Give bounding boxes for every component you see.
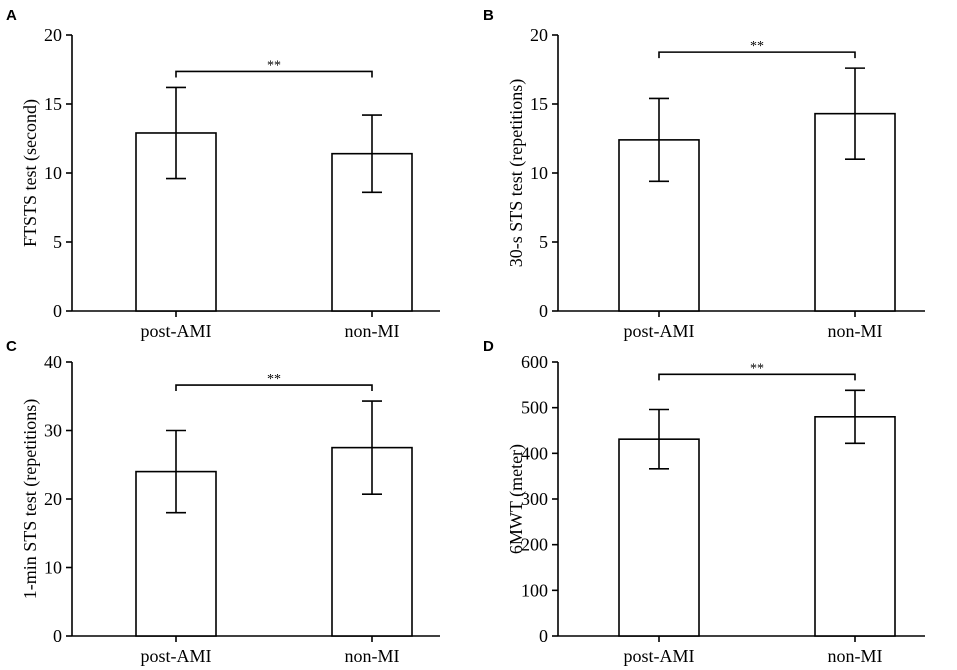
- y-tick-label: 5: [53, 232, 62, 252]
- y-axis-title: FTSTS test (second): [20, 99, 41, 247]
- y-tick-label: 400: [521, 443, 548, 463]
- y-tick-label: 10: [44, 558, 62, 578]
- y-tick-label: 15: [44, 94, 62, 114]
- y-tick-label: 600: [521, 352, 548, 372]
- y-tick-label: 200: [521, 535, 548, 555]
- y-tick-label: 500: [521, 398, 548, 418]
- y-tick-label: 20: [44, 489, 62, 509]
- y-tick-label: 300: [521, 489, 548, 509]
- panel-letter: C: [6, 338, 17, 355]
- x-tick-label: post-AMI: [624, 646, 695, 666]
- bar: [814, 415, 896, 637]
- y-axis-title: 6MWT (meter): [506, 444, 527, 554]
- significance-label: **: [267, 58, 281, 73]
- y-axis-title: 1-min STS test (repetitions): [20, 399, 41, 599]
- y-tick-label: 100: [521, 580, 548, 600]
- x-tick-label: non-MI: [828, 646, 883, 666]
- x-tick-label: post-AMI: [624, 321, 695, 341]
- significance-bracket: [175, 384, 373, 392]
- y-tick-label: 10: [44, 163, 62, 183]
- y-tick-label: 20: [44, 25, 62, 45]
- panel-letter: D: [483, 338, 494, 355]
- panel-letter: A: [6, 7, 17, 24]
- significance-bracket: [658, 373, 856, 381]
- y-tick-label: 0: [53, 626, 62, 646]
- x-tick-label: non-MI: [345, 646, 400, 666]
- significance-label: **: [750, 39, 764, 54]
- y-tick-label: 30: [44, 421, 62, 441]
- x-tick-label: non-MI: [345, 321, 400, 341]
- y-tick-label: 0: [539, 301, 548, 321]
- significance-label: **: [750, 361, 764, 376]
- y-tick-label: 0: [539, 626, 548, 646]
- y-tick-label: 40: [44, 352, 62, 372]
- significance-bracket: [175, 70, 373, 78]
- x-tick-label: non-MI: [828, 321, 883, 341]
- y-tick-label: 5: [539, 232, 548, 252]
- panel-letter: B: [483, 7, 494, 24]
- x-tick-label: post-AMI: [141, 321, 212, 341]
- x-tick-label: post-AMI: [141, 646, 212, 666]
- y-tick-label: 15: [530, 94, 548, 114]
- y-axis-title: 30-s STS test (repetitions): [506, 79, 527, 267]
- significance-bracket: [658, 51, 856, 59]
- y-tick-label: 10: [530, 163, 548, 183]
- y-tick-label: 20: [530, 25, 548, 45]
- y-tick-label: 0: [53, 301, 62, 321]
- significance-label: **: [267, 372, 281, 387]
